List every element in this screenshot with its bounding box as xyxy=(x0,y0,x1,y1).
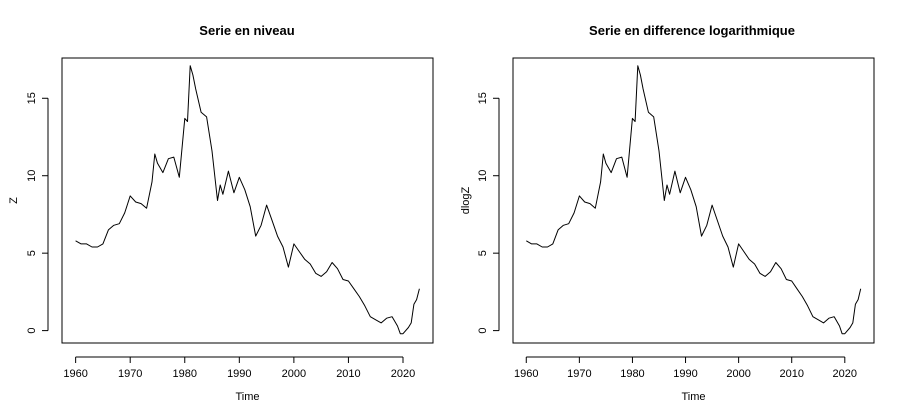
y-tick-label: 0 xyxy=(477,328,489,334)
x-tick-label: 2020 xyxy=(833,368,857,380)
y-tick-label: 10 xyxy=(26,170,38,182)
y-tick-label: 15 xyxy=(26,92,38,104)
x-tick-label: 1990 xyxy=(227,368,251,380)
series-line xyxy=(75,65,420,335)
x-tick-label: 1980 xyxy=(620,368,644,380)
x-tick-label: 2020 xyxy=(391,368,415,380)
y-tick-label: 5 xyxy=(477,250,489,256)
y-tick-label: 5 xyxy=(26,250,38,256)
x-tick-label: 1960 xyxy=(63,368,87,380)
chart-title: Serie en niveau xyxy=(199,23,294,38)
plot-frame xyxy=(512,57,875,344)
chart-panel-1: Serie en niveau 1960 1970 1980 1990 2000 2010 2… xyxy=(8,23,434,403)
plot-frame xyxy=(61,57,434,344)
y-tick-label: 0 xyxy=(26,328,38,334)
y-axis-label: dlogZ xyxy=(460,186,472,214)
x-tick-label: 1970 xyxy=(118,368,142,380)
x-axis-label: Time xyxy=(681,391,705,403)
x-tick-label: 1960 xyxy=(514,368,538,380)
x-tick-label: 1980 xyxy=(173,368,197,380)
x-tick-label: 2000 xyxy=(282,368,306,380)
series-line xyxy=(526,65,862,335)
x-axis-label: Time xyxy=(235,391,259,403)
y-axis-label: Z xyxy=(8,197,20,204)
chart-panel-2: Serie en difference logarithmique 1960 197… xyxy=(460,23,875,403)
x-tick-label: 2000 xyxy=(726,368,750,380)
x-tick-label: 2010 xyxy=(779,368,803,380)
x-tick-label: 1990 xyxy=(673,368,697,380)
x-tick-label: 2010 xyxy=(336,368,360,380)
y-tick-label: 15 xyxy=(477,92,489,104)
y-tick-label: 10 xyxy=(477,170,489,182)
chart-title: Serie en difference logarithmique xyxy=(589,23,795,38)
x-tick-label: 1970 xyxy=(567,368,591,380)
